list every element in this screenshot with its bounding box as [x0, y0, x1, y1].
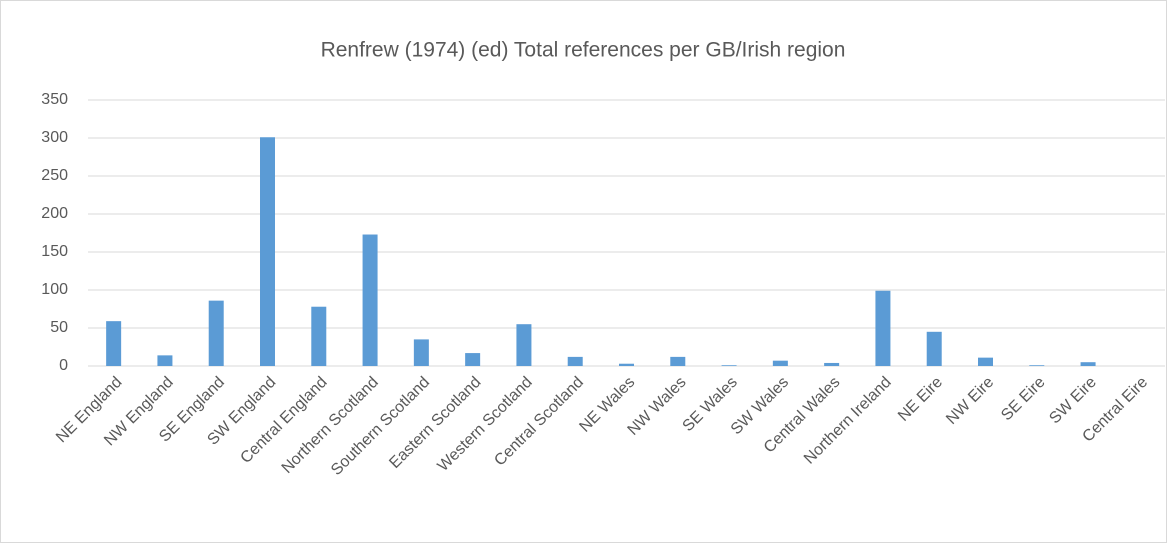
y-tick-label: 250 [41, 167, 68, 184]
bar [157, 355, 173, 366]
bar [567, 356, 583, 366]
bar [875, 290, 891, 366]
bar [619, 363, 634, 366]
bar [516, 324, 532, 366]
bar [1029, 365, 1045, 366]
y-tick-label: 150 [41, 243, 68, 260]
y-tick-label: 0 [59, 357, 68, 374]
bar [772, 360, 788, 366]
bar [362, 234, 378, 366]
y-tick-label: 300 [41, 129, 68, 146]
bar [311, 306, 327, 366]
y-tick-label: 50 [50, 319, 68, 336]
bar [413, 339, 429, 366]
y-tick-label: 200 [41, 205, 68, 222]
y-tick-label: 100 [41, 281, 68, 298]
bar [978, 357, 993, 366]
bar [926, 331, 942, 366]
bar [260, 137, 275, 366]
bar [1080, 362, 1096, 366]
bar [670, 356, 686, 366]
chart-title: Renfrew (1974) (ed) Total references per… [321, 39, 846, 62]
y-tick-label: 350 [41, 91, 68, 108]
bar [824, 362, 840, 366]
bar [208, 300, 224, 366]
bar [106, 321, 122, 366]
bar [465, 353, 481, 366]
bar [721, 365, 737, 366]
